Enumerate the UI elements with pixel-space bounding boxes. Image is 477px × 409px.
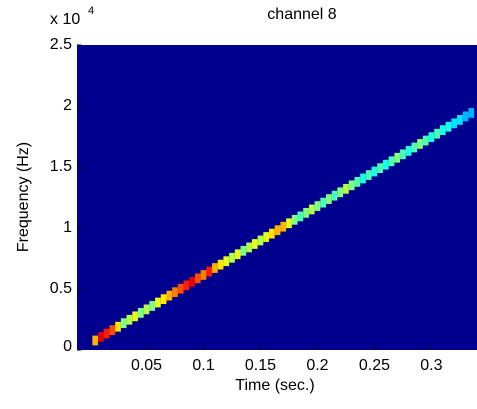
- spectrogram-cell: [280, 221, 287, 232]
- spectrogram-cell: [234, 249, 241, 260]
- spectrogram-cell: [337, 187, 344, 198]
- spectrogram-cell: [320, 197, 327, 208]
- spectrogram-cell: [132, 311, 138, 322]
- spectrogram-cell: [229, 252, 235, 263]
- y-tick-label: 0: [63, 338, 72, 355]
- y-tick-label: 2: [63, 97, 72, 114]
- x-axis-label: Time (sec.): [235, 377, 314, 394]
- spectrogram-cell: [457, 115, 463, 125]
- y-tick-label: 0.5: [50, 280, 72, 297]
- spectrogram-cell: [314, 201, 321, 211]
- spectrogram-cell: [126, 314, 133, 325]
- spectrogram-cell: [411, 142, 418, 153]
- spectrogram-cell: [326, 194, 332, 204]
- spectrogram-cell: [98, 332, 104, 342]
- spectrogram-cell: [451, 118, 458, 129]
- spectrogram-cell: [194, 273, 201, 284]
- y-tick-label: 1: [63, 219, 72, 236]
- spectrogram-cell: [263, 232, 270, 242]
- spectrogram-cell: [240, 245, 247, 256]
- spectrogram-cell: [343, 183, 349, 194]
- spectrogram-cell: [365, 170, 372, 180]
- spectrogram-cell: [149, 301, 156, 311]
- spectrogram-cell: [217, 259, 224, 270]
- spectrogram-cell: [445, 121, 452, 132]
- spectrogram-cell: [417, 139, 423, 149]
- spectrogram-cell: [297, 211, 304, 222]
- y-multiplier: x 10: [50, 11, 80, 28]
- spectrogram-cell: [428, 132, 435, 142]
- spectrogram-cell: [400, 149, 406, 160]
- x-tick-label: 0.25: [359, 357, 390, 374]
- spectrogram-cell: [274, 225, 281, 236]
- spectrogram-cell: [360, 173, 366, 184]
- spectrogram-cell: [103, 328, 110, 339]
- spectrogram-cell: [143, 304, 150, 315]
- spectrogram-cell: [137, 308, 144, 318]
- spectrogram-cell: [189, 276, 195, 287]
- spectrogram-cell: [434, 128, 440, 139]
- spectrogram-cell: [422, 135, 429, 146]
- spectrogram-cell: [354, 177, 361, 187]
- spectrogram-cell: [269, 228, 275, 239]
- x-tick-label: 0.1: [192, 357, 214, 374]
- spectrogram-cell: [206, 266, 213, 277]
- spectrogram-cell: [223, 256, 230, 267]
- spectrogram-cell: [172, 287, 178, 298]
- x-tick-label: 0.3: [420, 357, 442, 374]
- spectrogram-cell: [286, 218, 292, 229]
- spectrogram-cell: [405, 146, 412, 156]
- spectrogram-cell: [257, 235, 264, 246]
- y-tick-label: 2.5: [50, 36, 72, 53]
- spectrogram-cell: [303, 207, 309, 218]
- spectrogram-cell: [382, 159, 389, 170]
- spectrogram-cell: [177, 283, 184, 294]
- spectrogram-cell: [212, 263, 218, 273]
- spectrogram-cell: [371, 166, 378, 177]
- spectrogram-cell: [109, 325, 116, 335]
- spectrogram-cell: [468, 108, 475, 118]
- spectrogram-cell: [115, 321, 121, 332]
- spectrogram-cell: [200, 270, 207, 280]
- spectrogram-cell: [92, 335, 99, 346]
- plot-background: [77, 45, 477, 350]
- spectrogram-cell: [308, 204, 315, 215]
- spectrogram-cell: [155, 297, 161, 308]
- x-tick-label: 0.05: [131, 357, 162, 374]
- spectrogram-cell: [183, 280, 190, 291]
- spectrogram-cell: [120, 318, 127, 329]
- spectrogram-cell: [251, 239, 258, 249]
- y-axis-label: Frequency (Hz): [15, 142, 32, 252]
- spectrogram-cell: [331, 190, 338, 201]
- spectrogram-cell: [291, 214, 298, 225]
- spectrogram-cell: [462, 111, 469, 122]
- chart-title: channel 8: [267, 6, 336, 23]
- spectrogram-cell: [377, 163, 383, 173]
- spectrogram-cell: [394, 152, 401, 163]
- spectrogram-cell: [246, 242, 252, 253]
- spectrogram-cell: [439, 125, 446, 136]
- y-tick-label: 1.5: [50, 158, 72, 175]
- x-tick-label: 0.15: [245, 357, 276, 374]
- x-tick-label: 0.2: [306, 357, 328, 374]
- spectrogram-cell: [160, 294, 167, 305]
- spectrogram-cell: [388, 156, 395, 167]
- y-multiplier-exponent: 4: [88, 5, 94, 17]
- spectrogram-cell: [348, 180, 355, 191]
- spectrogram-cell: [166, 290, 173, 301]
